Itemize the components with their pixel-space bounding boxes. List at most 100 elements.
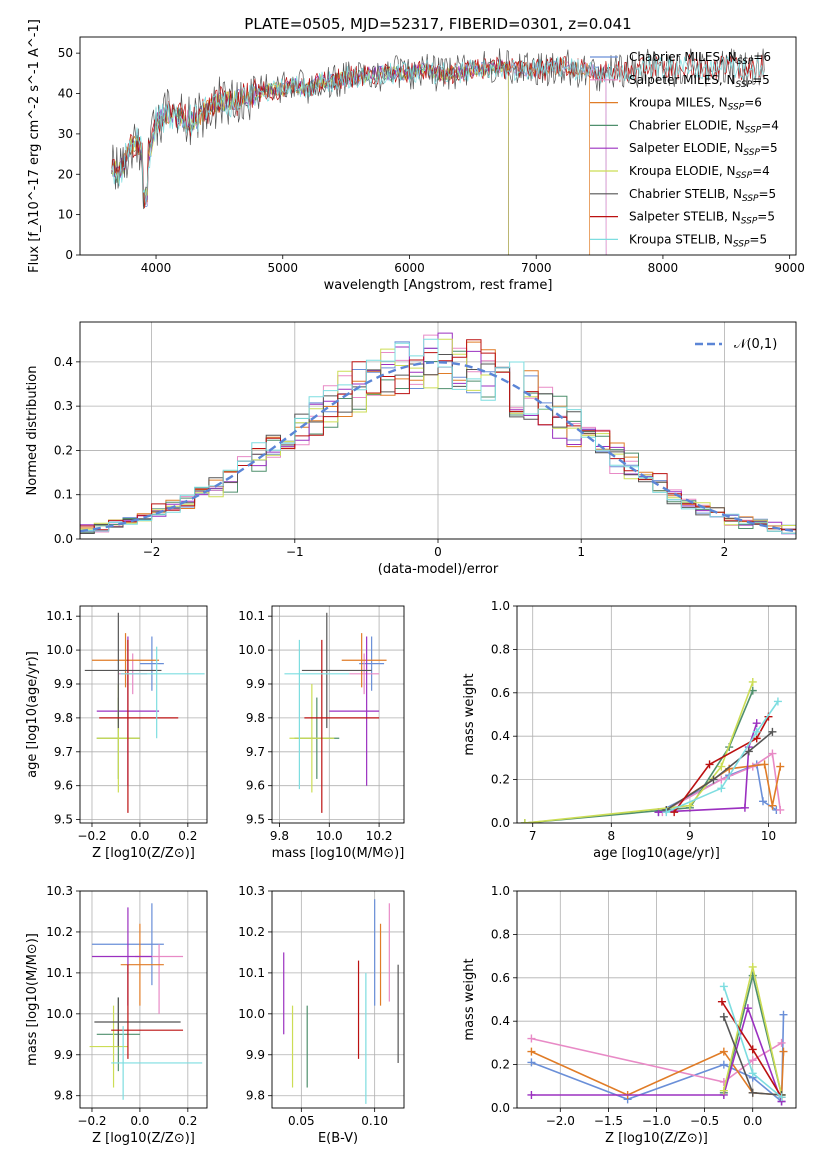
x-tick-label: 9: [686, 829, 694, 843]
weight-marker: [717, 775, 726, 784]
legend-suffix: =5: [760, 141, 778, 155]
x-tick-label: 0.0: [130, 1114, 149, 1128]
weight-marker: [748, 1056, 757, 1065]
x-tick-label: 0.10: [361, 1114, 388, 1128]
x-tick-label: 0.0: [130, 829, 149, 843]
weight-marker: [776, 805, 785, 814]
legend-suffix: =5: [759, 187, 777, 201]
legend-suffix: =5: [752, 73, 770, 87]
y-tick-label: 9.8: [246, 711, 265, 725]
axes-frame: [271, 890, 405, 1109]
weight-series-9: [662, 697, 782, 817]
residual-histogram-9: [80, 338, 796, 538]
weight-marker: [527, 1058, 536, 1067]
x-tick-label: 0.2: [178, 1114, 197, 1128]
legend-label: Chabrier STELIB, NSSP=5: [629, 187, 776, 204]
errorbar-point-7: [94, 997, 181, 1047]
y-tick-label: 1.0: [491, 884, 510, 898]
x-tick-label: −0.5: [690, 1114, 719, 1128]
weight-marker: [719, 1086, 728, 1095]
x-tick-label: −0.2: [77, 829, 106, 843]
weight-series-9: [719, 982, 786, 1102]
legend-label: Salpeter STELIB, NSSP=5: [629, 210, 775, 227]
weight-marker: [705, 760, 714, 769]
x-tick-label: 8: [607, 829, 615, 843]
y-axis-label: Normed distribution: [25, 366, 40, 496]
y-tick-label: 9.8: [54, 711, 73, 725]
weight-marker: [748, 1088, 757, 1097]
legend-subscript: SSP: [736, 80, 753, 90]
weight-marker: [777, 1038, 786, 1047]
y-tick-label: 10.3: [238, 884, 265, 898]
x-axis-label: mass [log10(M/M⊙)]: [272, 846, 405, 861]
y-tick-label: 0.2: [54, 443, 73, 457]
weight-series-5: [654, 719, 761, 817]
y-tick-label: 9.5: [54, 813, 73, 827]
spectrum-series-9: [111, 54, 765, 206]
legend-label: Kroupa MILES, NSSP=6: [629, 96, 762, 113]
errorbar-point-1: [139, 636, 164, 691]
legend-subscript: SSP: [733, 239, 750, 249]
x-tick-label: −1.5: [594, 1114, 623, 1128]
legend-suffix: =4: [761, 118, 779, 132]
x-axis-label: Z [log10(Z/Z⊙)]: [92, 1131, 195, 1146]
legend-subscript: SSP: [728, 103, 745, 113]
x-axis-label: (data-model)/error: [378, 562, 499, 577]
normal-curve: [80, 361, 796, 533]
weight-marker: [743, 1004, 752, 1013]
y-tick-label: 0.2: [491, 773, 510, 787]
legend-subscript: SSP: [743, 148, 760, 158]
errorbar-point-6: [289, 683, 335, 793]
x-tick-label: 0.2: [178, 829, 197, 843]
y-tick-label: 0.2: [491, 1058, 510, 1072]
weight-marker: [527, 1034, 536, 1043]
y-tick-label: 10.0: [238, 1007, 265, 1021]
y-tick-label: 0.8: [491, 642, 510, 656]
y-tick-label: 9.6: [246, 779, 265, 793]
legend-model: Kroupa STELIB, N: [629, 232, 733, 246]
y-tick-label: 9.9: [246, 677, 265, 691]
y-tick-label: 10.1: [238, 609, 265, 623]
legend-label: Chabrier ELODIE, NSSP=4: [629, 118, 779, 135]
x-tick-label: −2.0: [546, 1114, 575, 1128]
y-tick-label: 10.2: [46, 925, 73, 939]
weight-marker: [748, 962, 757, 971]
weight-marker: [719, 1060, 728, 1069]
figure-title: PLATE=0505, MJD=52317, FIBERID=0301, z=0…: [244, 15, 631, 33]
x-tick-label: 0.05: [288, 1114, 315, 1128]
weight-marker: [773, 697, 782, 706]
y-tick-label: 9.8: [54, 1089, 73, 1103]
weight-marker: [768, 727, 777, 736]
x-tick-label: 10.0: [316, 829, 343, 843]
spectrum-legend: Chabrier MILES, NSSP=6 Salpeter MILES, NS…: [590, 50, 779, 249]
weight-marker: [709, 775, 718, 784]
legend-model: Kroupa ELODIE, N: [629, 164, 736, 178]
plot-area: [111, 48, 765, 255]
legend-model: Salpeter ELODIE, N: [629, 141, 743, 155]
legend-model: Salpeter STELIB, N: [629, 210, 741, 224]
legend-subscript: SSP: [745, 125, 762, 135]
weight-line: [658, 722, 758, 813]
legend-label: Salpeter MILES, NSSP=5: [629, 73, 770, 90]
legend-label: Chabrier MILES, NSSP=6: [629, 50, 771, 67]
errorbar-point-6: [89, 1005, 128, 1088]
x-tick-label: −0.2: [77, 1114, 106, 1128]
panel-mass-weight-vs-age: 7 8 9 10 0.0 0.2 0.4 0.6 0.8 1.0 age [log10(age/yr…: [462, 599, 797, 861]
legend-model: Chabrier STELIB, N: [629, 187, 742, 201]
errorbar-point-7: [84, 612, 162, 729]
y-tick-label: 0.4: [54, 355, 73, 369]
weight-marker: [744, 747, 753, 756]
panel-spectrum: 4000 5000 6000 7000 8000 9000 0 10 20 30 40 50 wavel…: [27, 19, 805, 293]
errorbar-point-9: [284, 639, 350, 790]
legend-subscript: SSP: [737, 57, 754, 67]
y-tick-label: 10.3: [46, 884, 73, 898]
x-tick-label: 10: [761, 829, 776, 843]
weight-marker: [752, 719, 761, 728]
y-axis-label: age [log10(age/yr)]: [25, 651, 40, 778]
weight-marker: [717, 784, 726, 793]
x-axis-label: age [log10(age/yr)]: [593, 846, 720, 861]
plot-area: [80, 332, 796, 538]
weight-series-7: [662, 727, 777, 814]
legend-label: Salpeter ELODIE, NSSP=5: [629, 141, 778, 158]
weight-marker: [758, 797, 767, 806]
